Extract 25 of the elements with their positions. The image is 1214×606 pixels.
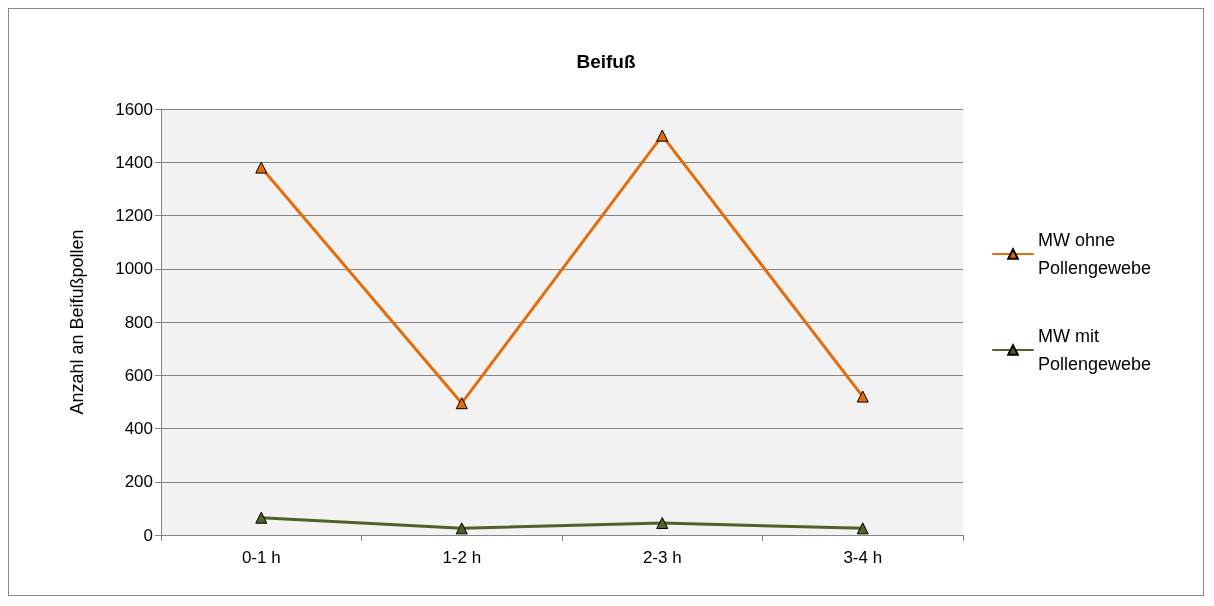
x-tick-label: 0-1 h xyxy=(241,548,281,567)
y-tick-label: 400 xyxy=(124,419,153,438)
y-tick-label: 1600 xyxy=(115,99,153,119)
point xyxy=(856,522,869,535)
legend-label: MW mit Pollengewebe xyxy=(1038,326,1152,374)
x-tick-label: 1-2 h xyxy=(442,548,482,567)
point xyxy=(455,397,468,410)
y-tick-label: 1200 xyxy=(115,206,153,225)
y-tick-label: 800 xyxy=(124,312,153,332)
point xyxy=(856,390,869,403)
point xyxy=(455,522,468,535)
point xyxy=(656,517,669,530)
y-tick-label: 200 xyxy=(124,472,153,492)
y-axis-title: Anzahl an Beifußpollen xyxy=(67,229,87,415)
y-tick-label: 1000 xyxy=(115,259,153,279)
x-tick-label: 2-3 h xyxy=(642,548,682,567)
y-tick-label: 600 xyxy=(124,365,153,385)
point xyxy=(255,511,268,524)
legend-label: MW ohne Pollengewebe xyxy=(1038,230,1152,278)
y-tick-label: 1400 xyxy=(115,152,153,172)
x-tick-label: 3-4 h xyxy=(843,548,883,567)
chart-title: Beifuß xyxy=(576,51,636,72)
point xyxy=(656,129,669,142)
y-tick-label: 0 xyxy=(143,525,153,545)
point xyxy=(255,161,268,174)
